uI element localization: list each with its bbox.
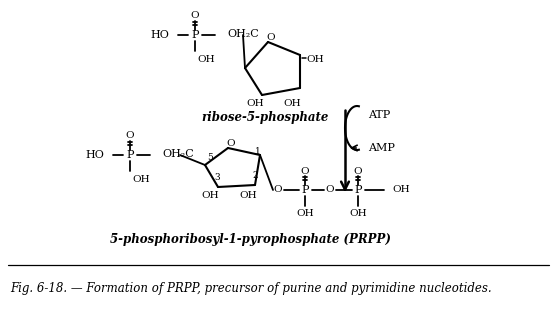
Text: HO: HO <box>85 150 104 160</box>
Text: P: P <box>191 30 199 40</box>
Text: Fig. 6-18. — Formation of PRPP, precursor of purine and pyrimidine nucleotides.: Fig. 6-18. — Formation of PRPP, precurso… <box>10 282 492 295</box>
Text: 2: 2 <box>252 171 258 180</box>
Text: O: O <box>190 12 199 20</box>
Text: OH: OH <box>246 99 264 108</box>
Text: AMP: AMP <box>368 143 395 153</box>
Text: 3: 3 <box>214 173 220 182</box>
Text: P: P <box>354 185 361 195</box>
Text: 1: 1 <box>255 148 261 157</box>
Text: OH: OH <box>306 55 324 64</box>
Text: 5-phosphoribosyl-1-pyrophosphate (PRPP): 5-phosphoribosyl-1-pyrophosphate (PRPP) <box>110 234 390 246</box>
Text: OH₂C: OH₂C <box>162 149 194 159</box>
Text: O: O <box>126 131 134 141</box>
Text: OH: OH <box>132 174 150 183</box>
Text: OH: OH <box>392 185 409 194</box>
Text: O: O <box>326 185 334 194</box>
Text: P: P <box>301 185 309 195</box>
Text: OH: OH <box>239 192 257 201</box>
Text: OH: OH <box>296 210 314 218</box>
Text: HO: HO <box>150 30 169 40</box>
Text: ribose-5-phosphate: ribose-5-phosphate <box>201 111 329 124</box>
Text: O: O <box>354 166 362 175</box>
Text: 5: 5 <box>207 153 213 162</box>
Text: OH: OH <box>283 99 301 108</box>
Text: O: O <box>267 34 275 43</box>
Text: OH: OH <box>197 55 214 64</box>
Text: OH₂C: OH₂C <box>227 29 259 39</box>
Text: O: O <box>273 185 282 194</box>
Text: O: O <box>227 139 235 148</box>
Text: O: O <box>301 166 309 175</box>
Text: OH: OH <box>349 210 367 218</box>
Text: P: P <box>126 150 134 160</box>
Text: ATP: ATP <box>368 110 390 120</box>
Text: OH: OH <box>201 192 219 201</box>
